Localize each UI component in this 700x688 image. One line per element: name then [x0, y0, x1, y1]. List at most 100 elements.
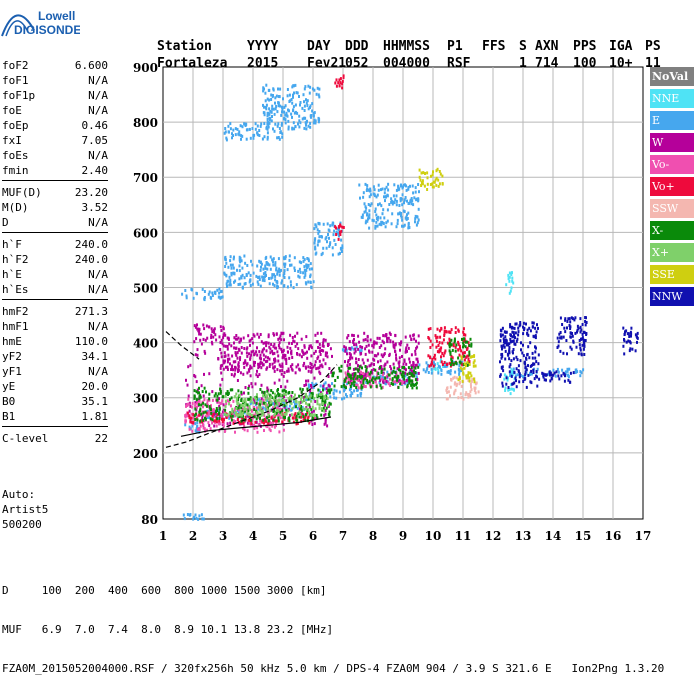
echo-point	[410, 383, 413, 387]
echo-point	[416, 221, 419, 225]
echo-point	[511, 276, 514, 280]
echo-point	[308, 91, 311, 95]
echo-point	[230, 365, 233, 369]
echo-point	[302, 271, 305, 275]
echo-point	[467, 395, 470, 399]
echo-point	[292, 420, 295, 424]
echo-point	[398, 360, 401, 364]
echo-point	[273, 284, 276, 288]
echo-point	[308, 405, 311, 409]
echo-point	[406, 199, 408, 203]
echo-point	[366, 381, 369, 385]
echo-point	[373, 363, 375, 366]
echo-point	[318, 87, 321, 91]
echo-point	[276, 110, 279, 114]
echo-point	[318, 230, 321, 233]
echo-point	[245, 347, 248, 351]
echo-point	[364, 352, 367, 356]
echo-point	[281, 132, 284, 136]
x-tick-label: 8	[369, 529, 377, 543]
echo-point	[499, 373, 502, 377]
echo-point	[515, 385, 518, 389]
echo-point	[232, 271, 235, 275]
echo-point	[259, 353, 262, 357]
echo-point	[353, 343, 356, 347]
legend-item: W	[650, 133, 694, 152]
echo-point	[408, 375, 411, 379]
echo-point	[399, 184, 402, 188]
echo-point	[388, 203, 391, 206]
echo-point	[361, 216, 364, 219]
echo-point	[222, 403, 225, 407]
echo-point	[198, 391, 200, 395]
echo-point	[253, 400, 256, 404]
echo-point	[281, 135, 284, 139]
echo-point	[585, 332, 588, 335]
echo-point	[314, 252, 317, 256]
echo-point	[313, 376, 316, 380]
echo-point	[383, 353, 385, 357]
echo-point	[295, 91, 298, 95]
echo-point	[376, 224, 379, 228]
echo-point	[354, 367, 357, 371]
echo-point	[502, 337, 505, 341]
echo-point	[224, 354, 227, 358]
echo-point	[416, 378, 419, 381]
echo-point	[249, 356, 252, 360]
echo-point	[505, 330, 508, 334]
echo-point	[261, 137, 264, 141]
echo-point	[549, 371, 552, 375]
echo-point	[317, 231, 320, 235]
param-value: N/A	[88, 283, 108, 296]
echo-point	[263, 279, 266, 283]
echo-point	[454, 349, 457, 353]
echo-point	[571, 332, 573, 335]
echo-point	[467, 357, 470, 361]
echo-point	[194, 353, 197, 357]
echo-point	[300, 398, 303, 401]
echo-point	[534, 336, 537, 340]
echo-point	[519, 323, 522, 327]
echo-point	[273, 342, 276, 346]
echo-point	[318, 222, 321, 226]
echo-point	[630, 332, 633, 336]
echo-point	[301, 408, 304, 412]
echo-point	[522, 325, 524, 329]
param-label: M(D)	[2, 201, 29, 214]
echo-point	[259, 124, 262, 128]
echo-point	[315, 417, 318, 420]
echo-point	[330, 370, 333, 374]
echo-point	[194, 412, 197, 416]
echo-point	[196, 427, 199, 431]
echo-point	[407, 185, 410, 189]
echo-point	[303, 268, 306, 272]
echo-point	[313, 422, 316, 426]
echo-point	[255, 373, 258, 377]
echo-point	[407, 222, 410, 226]
echo-point	[293, 266, 296, 270]
echo-point	[569, 371, 572, 375]
echo-point	[272, 409, 275, 413]
echo-point	[195, 390, 198, 394]
echo-point	[262, 278, 265, 282]
echo-point	[306, 350, 308, 354]
echo-point	[268, 401, 271, 405]
echo-point	[247, 271, 250, 275]
echo-point	[273, 112, 276, 116]
echo-point	[286, 94, 289, 98]
echo-point	[415, 371, 418, 375]
echo-point	[371, 344, 374, 348]
echo-point	[454, 326, 457, 330]
echo-point	[202, 517, 205, 521]
echo-point	[305, 407, 307, 411]
echo-point	[224, 412, 226, 416]
echo-point	[219, 383, 222, 387]
echo-point	[342, 76, 345, 80]
echo-point	[463, 351, 466, 355]
echo-point	[240, 134, 243, 138]
param-value: N/A	[88, 320, 108, 333]
echo-point	[218, 397, 220, 401]
echo-point	[358, 340, 361, 344]
echo-point	[507, 353, 510, 357]
